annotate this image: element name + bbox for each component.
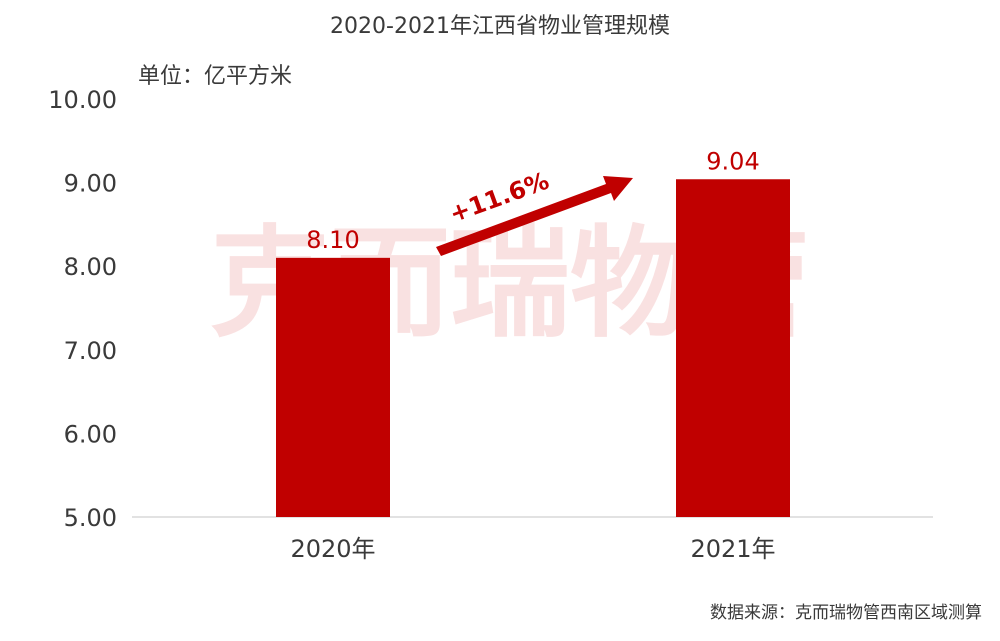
bar-value-label: 8.10: [306, 226, 359, 254]
growth-arrow-shape: [436, 176, 633, 256]
bar: [676, 179, 790, 518]
y-tick-label: 8.00: [64, 253, 117, 281]
y-tick-label: 9.00: [64, 170, 117, 198]
bars: [276, 179, 790, 518]
x-tick-label: 2020年: [290, 535, 375, 563]
value-labels: 8.10 9.04: [306, 147, 759, 254]
bar-value-label: 9.04: [706, 147, 759, 175]
y-tick-label: 10.00: [48, 86, 117, 114]
y-tick-label: 6.00: [64, 420, 117, 448]
y-tick-label: 5.00: [64, 504, 117, 532]
bar: [276, 257, 390, 517]
unit-label: 单位：亿平方米: [138, 64, 293, 89]
source-note: 数据来源：克而瑞物管西南区域测算: [710, 603, 982, 623]
x-tick-label: 2021年: [690, 535, 775, 563]
x-axis: 2020年 2021年: [290, 535, 775, 563]
chart-title: 2020-2021年江西省物业管理规模: [330, 14, 670, 39]
y-tick-label: 7.00: [64, 337, 117, 365]
y-axis: 5.00 6.00 7.00 8.00 9.00 10.00: [48, 86, 117, 532]
